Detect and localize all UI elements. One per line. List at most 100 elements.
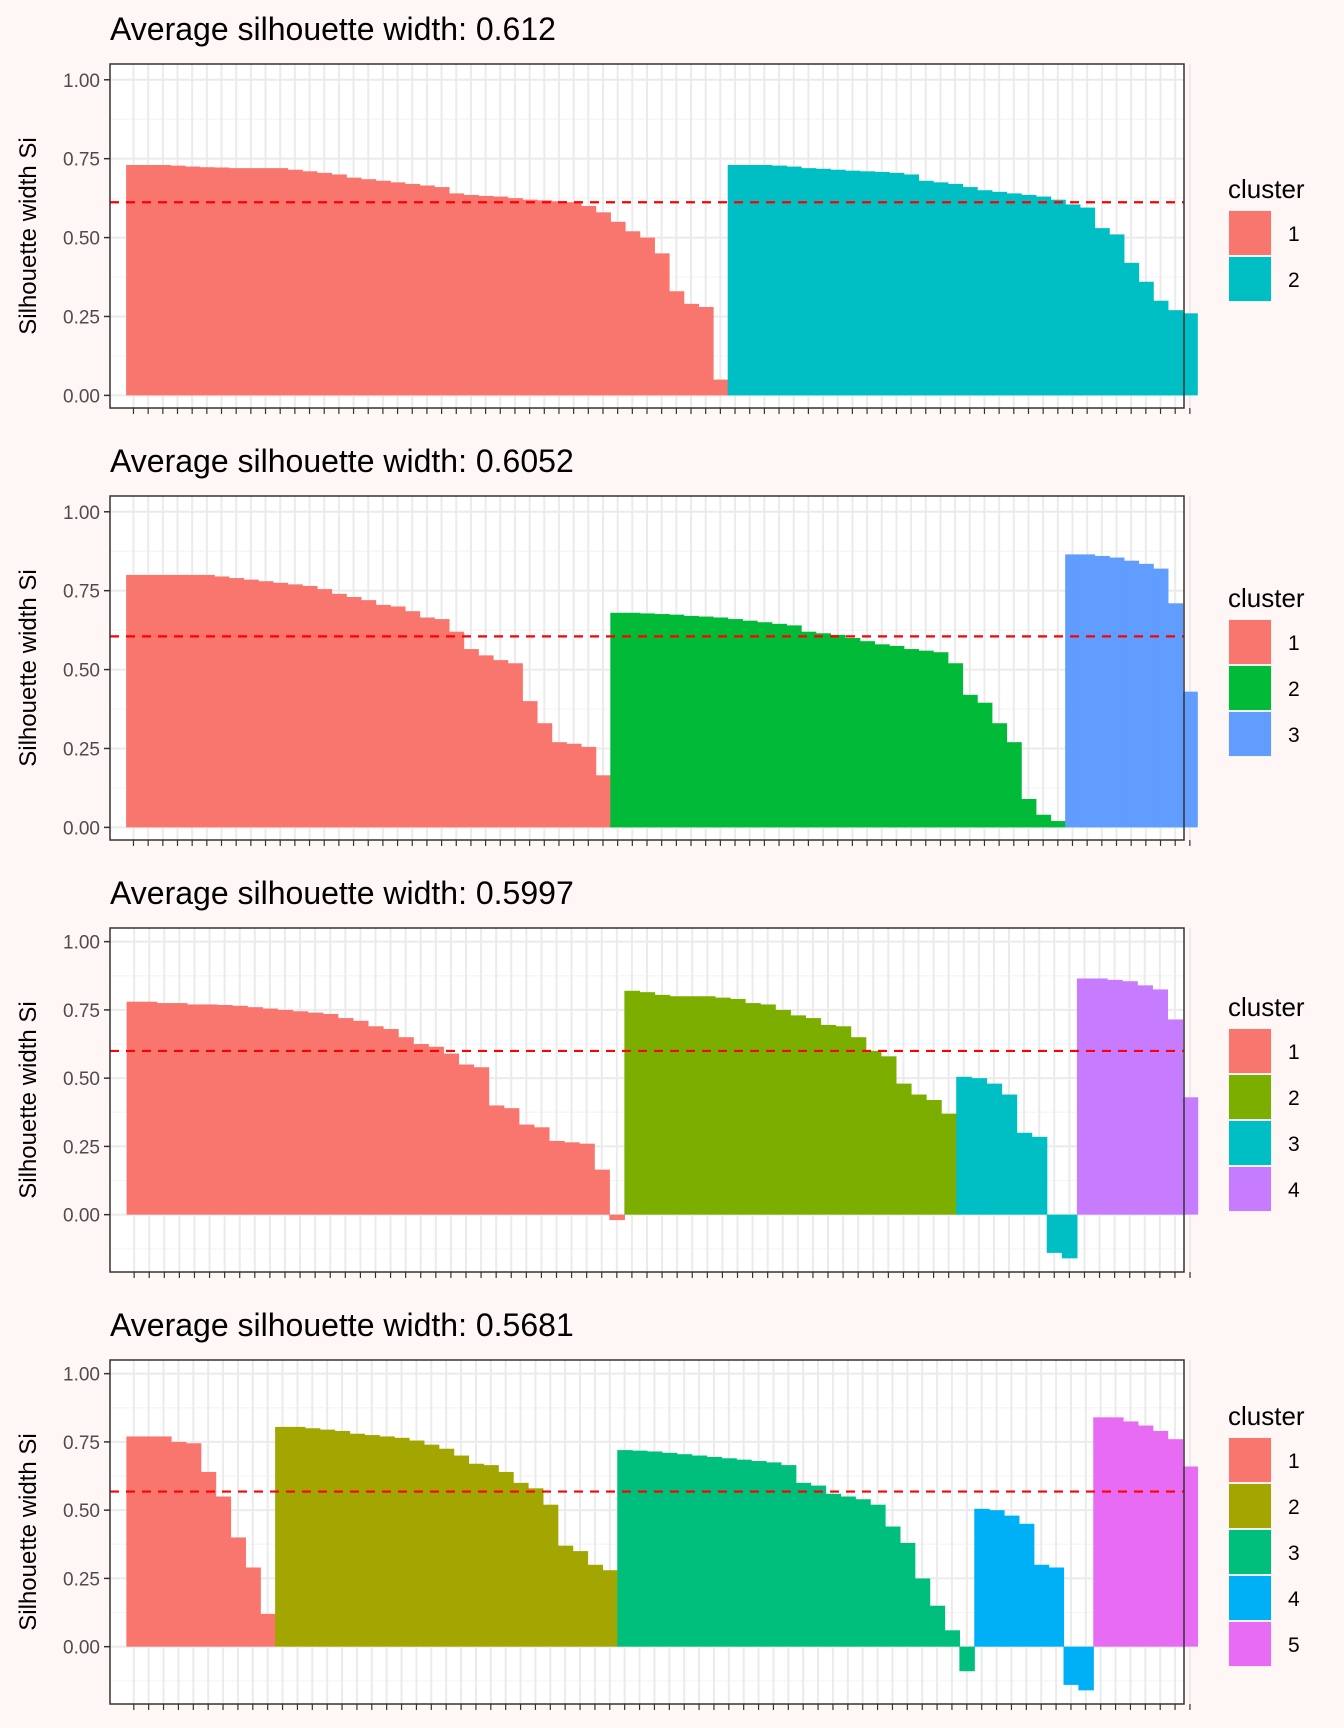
bar-cluster-2: [977, 190, 993, 396]
bar-cluster-4: [1076, 978, 1093, 1215]
bar-cluster-2: [757, 164, 773, 396]
bar-cluster-1: [463, 649, 479, 828]
bar-cluster-2: [874, 171, 890, 396]
legend-swatch-2: [1229, 1075, 1271, 1119]
bar-cluster-2: [820, 1024, 837, 1215]
bar-cluster-1: [419, 617, 435, 828]
bar-cluster-5: [1108, 1417, 1124, 1647]
bar-cluster-1: [228, 578, 245, 828]
bar-cluster-2: [624, 612, 641, 828]
bar-cluster-2: [801, 168, 817, 396]
bar-cluster-3: [632, 1450, 648, 1647]
bar-cluster-2: [379, 1436, 395, 1647]
bar-cluster-3: [1167, 603, 1184, 828]
bar-cluster-1: [287, 584, 303, 828]
bar-cluster-1: [390, 606, 406, 828]
bar-cluster-1: [551, 201, 567, 396]
bar-cluster-5: [1093, 1417, 1109, 1647]
bar-cluster-1: [639, 237, 655, 396]
bar-cluster-2: [587, 1564, 603, 1647]
bar-cluster-1: [669, 291, 685, 396]
legend-label: 4: [1288, 1588, 1300, 1611]
legend-swatch-3: [1229, 712, 1271, 756]
bar-cluster-1: [307, 1012, 324, 1215]
bar-cluster-2: [1050, 199, 1066, 396]
bar-cluster-1: [184, 166, 201, 396]
bar-cluster-1: [346, 177, 362, 396]
bar-cluster-3: [956, 1076, 972, 1215]
bar-cluster-4: [1167, 1019, 1184, 1215]
chart-panel-1: Average silhouette width: 0.612 1.00 0.75 0…: [15, 11, 1305, 414]
bar-cluster-1: [322, 1014, 339, 1215]
bar-cluster-2: [714, 997, 731, 1215]
bar-cluster-2: [349, 1433, 365, 1647]
bar-cluster-1: [698, 307, 714, 396]
bar-cluster-2: [757, 622, 773, 828]
bar-cluster-1: [302, 171, 318, 396]
bar-cluster-2: [334, 1430, 351, 1647]
bar-cluster-2: [790, 1015, 806, 1215]
bar-cluster-2: [289, 1426, 306, 1647]
bar-cluster-2: [684, 996, 701, 1215]
bar-cluster-2: [729, 998, 746, 1215]
bar-cluster-3: [617, 1450, 633, 1647]
bar-cluster-1: [331, 174, 347, 396]
bar-cluster-2: [1123, 262, 1140, 396]
y-tick-label: 0.25: [63, 1569, 100, 1590]
bar-cluster-2: [941, 1113, 957, 1215]
bar-cluster-2: [624, 990, 641, 1215]
bar-cluster-1: [518, 1124, 535, 1215]
bar-cluster-2: [1006, 742, 1022, 828]
bar-cluster-2: [865, 1050, 882, 1215]
bar-cluster-3: [1182, 691, 1198, 828]
bar-cluster-3: [1123, 560, 1140, 828]
bar-cluster-1: [272, 168, 289, 396]
bar-cluster-2: [845, 638, 861, 828]
bar-cluster-1: [228, 168, 245, 396]
bar-cluster-3: [885, 1526, 901, 1647]
bar-cluster-2: [639, 613, 655, 828]
bar-cluster-3: [721, 1458, 737, 1647]
bar-cluster-1: [214, 576, 230, 828]
bar-cluster-2: [1079, 207, 1096, 396]
bar-cluster-1: [199, 167, 215, 396]
bar-cluster-3: [691, 1455, 708, 1647]
chart-panel-2: Average silhouette width: 0.6052 1.00 0.75…: [15, 443, 1305, 846]
bar-cluster-1: [503, 1108, 520, 1215]
legend-label: 2: [1288, 1496, 1300, 1519]
bar-cluster-2: [742, 164, 758, 396]
legend-label: 5: [1288, 1634, 1300, 1657]
bar-cluster-1: [316, 172, 333, 396]
bar-cluster-1: [488, 1105, 505, 1215]
bar-cluster-4: [1137, 985, 1153, 1215]
bar-cluster-1: [155, 164, 171, 396]
legend-swatch-1: [1229, 211, 1271, 255]
legend-swatch-1: [1229, 1438, 1271, 1482]
bar-cluster-2: [775, 1009, 791, 1215]
legend-swatch-3: [1229, 1530, 1271, 1574]
bar-cluster-1: [217, 1004, 233, 1215]
bar-cluster-4: [1091, 978, 1108, 1215]
bar-cluster-5: [1167, 1439, 1184, 1647]
bar-cluster-2: [977, 702, 993, 828]
bar-cluster-1: [478, 655, 494, 828]
y-tick-label: 0.50: [63, 1069, 100, 1090]
legend-title: cluster: [1228, 174, 1305, 204]
bar-cluster-2: [438, 1448, 455, 1647]
plot-border: [109, 1359, 1185, 1705]
bar-cluster-3: [795, 1482, 812, 1647]
bar-cluster-1: [478, 195, 494, 396]
bar-cluster-1: [458, 1064, 475, 1215]
bar-cluster-1: [262, 1008, 279, 1215]
bar-cluster-1: [215, 1496, 232, 1647]
bar-cluster-1: [331, 593, 347, 828]
legend-label: 3: [1288, 1542, 1300, 1565]
legend-swatch-5: [1229, 1622, 1271, 1666]
bar-cluster-2: [889, 645, 905, 828]
bar-cluster-2: [962, 694, 978, 828]
bar-cluster-2: [991, 723, 1008, 828]
legend-swatch-2: [1229, 666, 1271, 710]
legend-swatch-4: [1229, 1576, 1271, 1620]
bar-cluster-1: [434, 187, 450, 396]
bar-cluster-2: [786, 166, 802, 396]
